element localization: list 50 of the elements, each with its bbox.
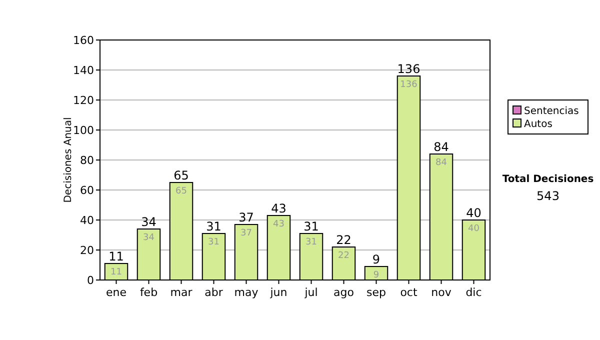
data-label: 11 (110, 268, 122, 278)
y-tick-label: 160 (73, 34, 94, 47)
data-label: 84 (436, 158, 448, 168)
y-tick-label: 140 (73, 64, 94, 77)
data-label: 31 (306, 238, 317, 248)
y-tick-label: 100 (73, 124, 94, 137)
total-label: 22 (336, 233, 352, 247)
data-label: 136 (400, 80, 418, 90)
y-tick-label: 20 (80, 244, 94, 257)
data-label: 37 (240, 228, 252, 238)
y-tick-label: 80 (80, 154, 94, 167)
x-tick-label: ene (106, 286, 127, 299)
data-label: 43 (273, 220, 284, 230)
total-label: 9 (372, 252, 380, 266)
data-label: 40 (468, 224, 480, 234)
x-tick-label: abr (204, 286, 224, 299)
x-tick-label: may (234, 286, 259, 299)
text: Total Decisiones (502, 174, 594, 185)
total-label: 37 (238, 210, 254, 224)
y-tick-label: 0 (87, 274, 94, 287)
total-label: 136 (397, 62, 420, 76)
x-tick-label: dic (466, 286, 482, 299)
data-label: 22 (338, 251, 350, 261)
text: 543 (536, 189, 560, 203)
y-tick-label: 40 (80, 214, 94, 227)
x-tick-label: mar (170, 286, 193, 299)
x-tick-label: jun (269, 286, 288, 299)
x-tick-label: feb (140, 286, 158, 299)
y-axis-title: Decisiones Anual (63, 117, 74, 203)
y-tick-label: 120 (73, 94, 94, 107)
x-tick-label: oct (400, 286, 418, 299)
total-label: 11 (108, 250, 124, 264)
total-label: 31 (304, 220, 319, 234)
legend-label: Sentencias (524, 106, 579, 117)
total-label: 34 (141, 215, 156, 229)
total-label: 84 (434, 140, 449, 154)
x-tick-label: jul (304, 286, 318, 299)
total-label: 43 (271, 202, 286, 216)
y-tick-label: 60 (80, 184, 94, 197)
data-label: 65 (176, 186, 187, 196)
data-label: 31 (208, 238, 220, 248)
total-label: 40 (466, 206, 482, 220)
x-tick-label: sep (366, 286, 386, 299)
data-label: 9 (373, 270, 380, 280)
legend-label: Autos (524, 119, 552, 130)
total-label: 65 (174, 168, 189, 182)
total-label: 31 (206, 220, 222, 234)
x-tick-label: nov (431, 286, 452, 299)
x-tick-label: ago (334, 286, 354, 299)
data-label: 34 (143, 233, 155, 243)
